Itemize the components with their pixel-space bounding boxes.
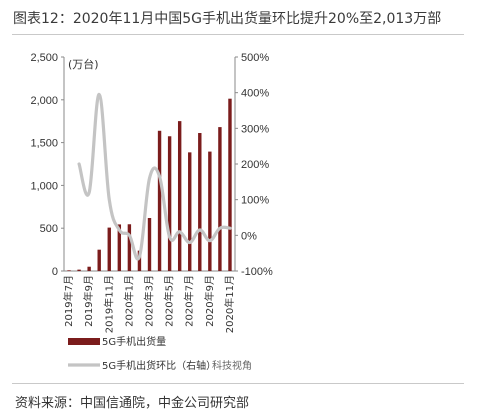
x-tick-label: 2019年7月 (62, 275, 75, 327)
bar (67, 270, 71, 271)
right-tick-label: 0% (241, 230, 257, 242)
bar (97, 249, 101, 271)
bar (218, 127, 222, 271)
bar (117, 224, 122, 271)
left-tick-label: 500 (40, 223, 58, 235)
bar (107, 227, 111, 271)
left-tick-label: 2,500 (30, 52, 58, 64)
right-tick-label: 400% (241, 88, 269, 100)
bar (228, 98, 232, 272)
watermark-text: 科技视角 (212, 359, 252, 372)
x-tick-label: 2020年1月 (122, 275, 135, 327)
bar (208, 151, 212, 271)
left-tick-label: 1,500 (30, 138, 58, 150)
right-tick-label: 100% (241, 195, 269, 207)
right-tick-label: 500% (241, 52, 269, 64)
bar (157, 130, 162, 271)
bar (127, 224, 132, 271)
source-note: 资料来源：中国信通院，中金公司研究部 (15, 396, 250, 411)
right-tick-label: 300% (241, 123, 269, 135)
x-tick-label: 2019年9月 (82, 275, 95, 327)
left-tick-label: 1,000 (30, 180, 58, 192)
unit-label: (万台) (68, 57, 99, 71)
title-divider (12, 34, 464, 35)
x-tick-label: 2020年7月 (183, 275, 196, 327)
legend-swatch-bar (68, 338, 100, 345)
legend-label-bar: 5G手机出货量 (102, 335, 166, 348)
x-tick-label: 2020年5月 (163, 275, 176, 327)
x-tick-label: 2020年3月 (143, 275, 156, 327)
right-tick-label: 200% (241, 159, 269, 171)
bar (188, 152, 192, 271)
bar (198, 133, 202, 271)
bar (87, 266, 91, 271)
source-divider (12, 383, 464, 384)
x-tick-label: 2020年9月 (203, 275, 216, 327)
bar (77, 269, 81, 271)
x-tick-label: 2019年11月 (102, 275, 115, 333)
left-tick-label: 2,000 (30, 95, 58, 107)
left-tick-label: 0 (52, 266, 58, 278)
x-tick-label: 2020年11月 (223, 275, 236, 333)
legend-label-line: 5G手机出货环比（右轴） (102, 359, 216, 372)
chart-title: 图表12：2020年11月中国5G手机出货量环比提升20%至2,013万部 (13, 11, 442, 27)
bar (177, 121, 182, 271)
right-tick-label: -100% (241, 266, 273, 278)
mom-line (77, 92, 232, 261)
bar (167, 136, 172, 271)
bar (137, 250, 142, 271)
bar (147, 218, 152, 271)
